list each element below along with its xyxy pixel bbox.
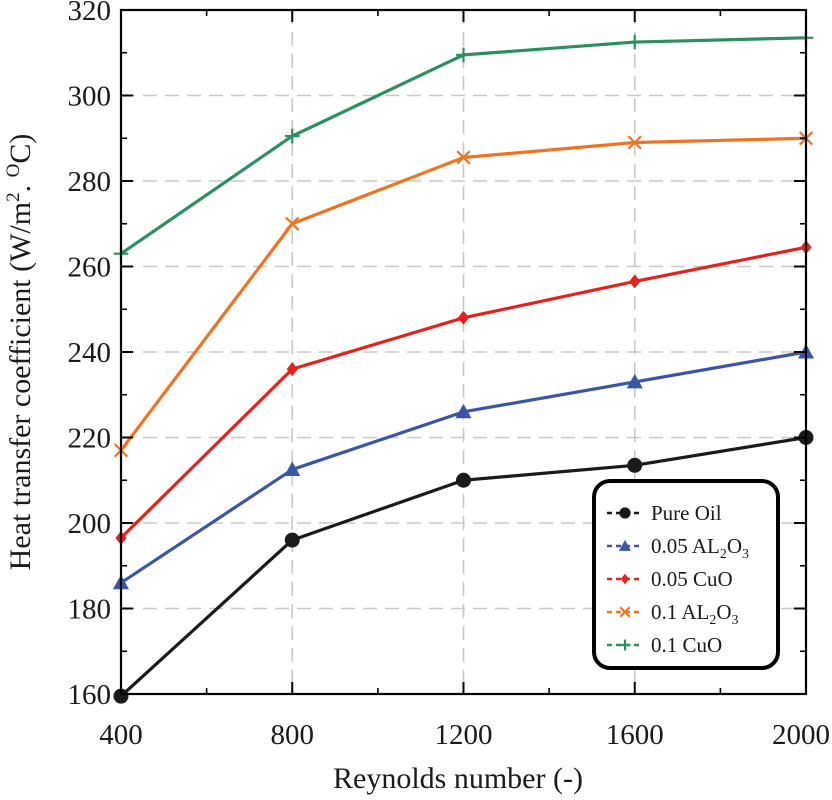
x-tick-label: 800 [271, 719, 315, 751]
x-tick-label: 2000 [772, 719, 830, 751]
y-tick-label: 300 [68, 81, 112, 113]
y-tick-label: 320 [68, 0, 112, 27]
data-point [285, 216, 300, 231]
y-tick-label: 160 [68, 679, 112, 711]
data-point [629, 274, 641, 289]
y-tick-label: 180 [68, 594, 112, 626]
data-point [284, 461, 301, 477]
tick-layer: 160 180 200 220 240 260 280 300 320 400 800 1200 160… [68, 0, 831, 751]
data-point [627, 135, 642, 150]
series-1 [113, 430, 814, 704]
y-tick-label: 240 [68, 337, 112, 369]
data-point [626, 373, 643, 389]
data-point [456, 47, 471, 63]
legend-marker [618, 539, 632, 551]
data-point [456, 150, 471, 165]
legend-label: 0.1 AL2O3 [651, 600, 739, 628]
legend-item: 0.05 AL2O3 [607, 534, 749, 562]
legend-item: Pure Oil [607, 501, 722, 525]
x-tick-label: 1600 [606, 719, 664, 751]
legend-marker [619, 507, 631, 519]
x-tick-label: 1200 [435, 719, 493, 751]
legend-label: Pure Oil [651, 501, 722, 525]
data-point [456, 472, 471, 488]
legend: Pure Oil 0.05 AL2O3 0.05 CuO 0.1 AL2O3 0.1 C… [592, 479, 780, 670]
legend-marker [620, 573, 630, 585]
data-point [284, 532, 300, 548]
legend-item: 0.1 CuO [607, 633, 722, 657]
legend-marker [619, 639, 631, 651]
legend-box [592, 479, 780, 670]
legend-label: 0.1 CuO [651, 633, 722, 657]
data-point [286, 362, 298, 377]
data-point [627, 457, 643, 473]
legend-item: 0.05 CuO [607, 567, 733, 591]
data-point [455, 403, 472, 419]
y-tick-label: 200 [68, 508, 112, 540]
series-layer [112, 30, 815, 704]
y-axis-label: Heat transfer coefficient (W/m2. OC) [3, 134, 37, 571]
grid-layer [121, 10, 806, 694]
y-tick-label: 220 [68, 423, 112, 455]
data-point [113, 688, 129, 704]
legend-marker [619, 606, 631, 618]
y-tick-label: 260 [68, 252, 112, 284]
data-point [627, 34, 643, 50]
x-tick-label: 400 [99, 719, 143, 751]
legend-label: 0.05 AL2O3 [651, 534, 749, 562]
legend-item: 0.1 AL2O3 [607, 600, 739, 628]
data-point [284, 128, 300, 144]
data-point [457, 310, 470, 325]
legend-items: Pure Oil 0.05 AL2O3 0.05 CuO 0.1 AL2O3 0.1 C… [607, 501, 749, 657]
y-tick-label: 280 [68, 166, 112, 198]
x-axis-label: Reynolds number (-) [333, 762, 583, 795]
legend-label: 0.05 CuO [651, 567, 733, 591]
